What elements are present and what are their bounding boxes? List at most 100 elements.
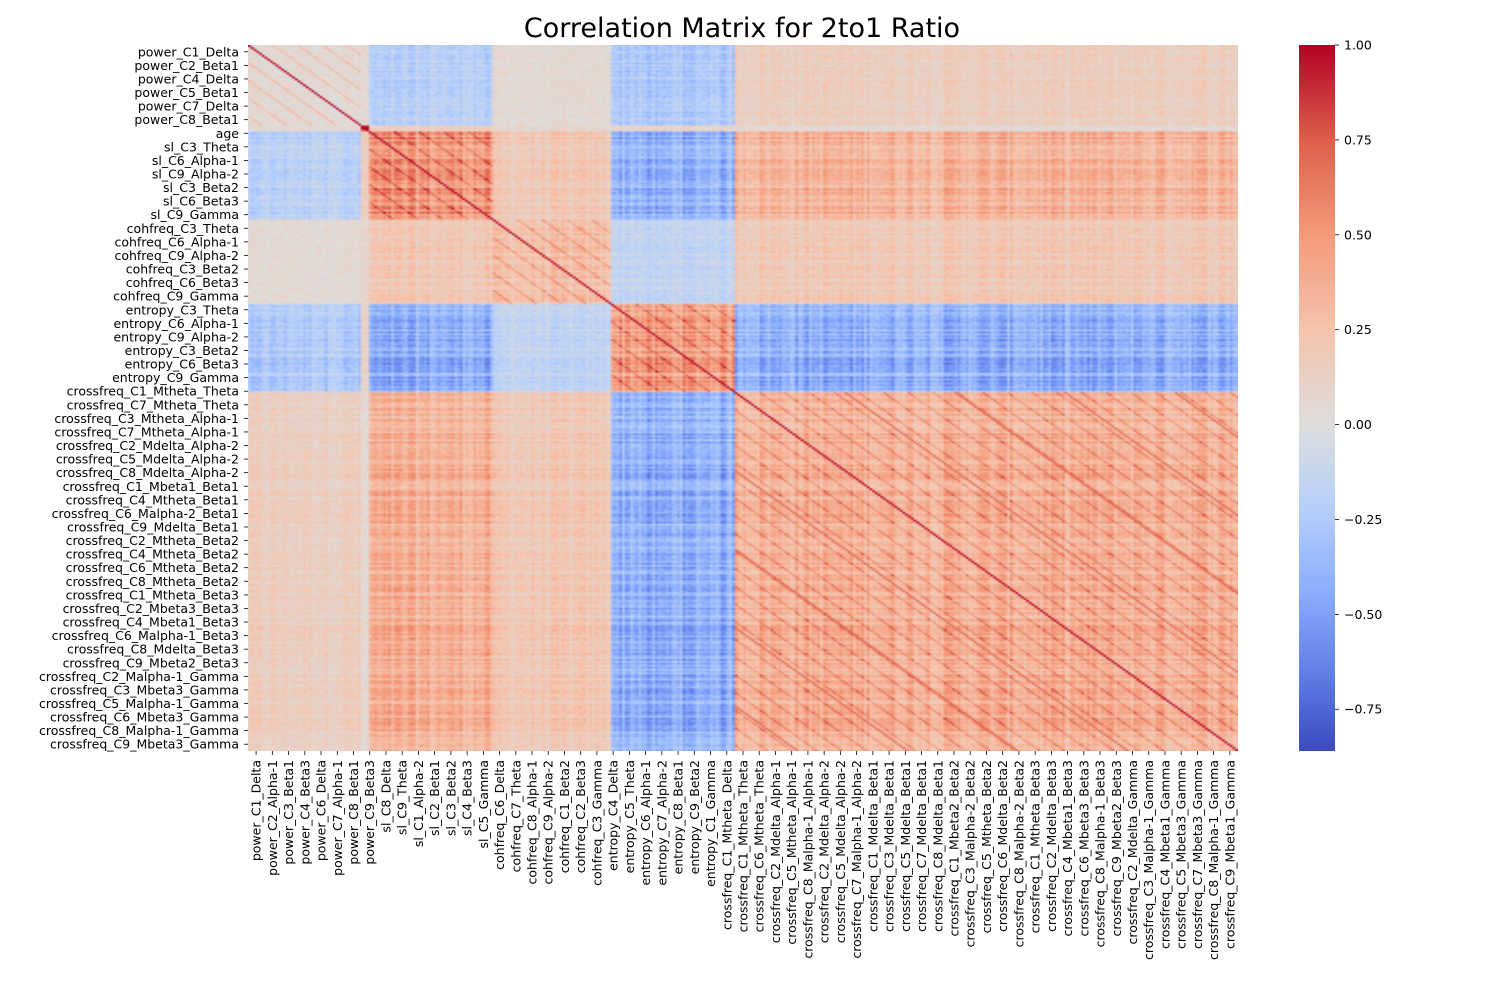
row-tick-label: crossfreq_C2_Mbeta3_Beta3 [63, 601, 239, 616]
col-tick-label: crossfreq_C7_Mdelta_Beta1 [914, 760, 929, 932]
row-tick-label: crossfreq_C8_Mdelta_Alpha-2 [56, 465, 239, 480]
row-tick-label: age [216, 126, 240, 141]
col-tick-label: sl_C9_Theta [395, 760, 410, 835]
col-tick-label: power_C9_Beta3 [362, 760, 377, 865]
row-tick-label: entropy_C6_Beta3 [125, 357, 239, 372]
row-tick-label: crossfreq_C6_Malpha-1_Beta3 [52, 628, 239, 643]
col-tick-label: power_C8_Beta1 [346, 760, 361, 865]
col-tick-label: crossfreq_C7_Mbeta3_Gamma [1190, 760, 1205, 949]
col-tick-label: entropy_C7_Alpha-2 [654, 760, 669, 886]
col-tick-label: crossfreq_C9_Mbeta2_Beta3 [1109, 760, 1124, 936]
col-tick-label: crossfreq_C5_Mtheta_Alpha-1 [784, 760, 799, 945]
row-tick-label: crossfreq_C6_Mtheta_Beta2 [66, 560, 239, 575]
row-tick-label: cohfreq_C9_Gamma [113, 289, 239, 304]
col-tick-label: entropy_C6_Alpha-1 [638, 760, 653, 886]
row-tick-label: cohfreq_C3_Beta2 [126, 262, 239, 277]
col-tick-label: crossfreq_C5_Mbeta3_Gamma [1174, 760, 1189, 949]
row-tick-label: crossfreq_C3_Mbeta3_Gamma [50, 682, 239, 697]
col-tick-label: sl_C8_Delta [378, 760, 393, 833]
col-tick-label: entropy_C4_Delta [606, 760, 621, 871]
row-tick-label: sl_C6_Alpha-1 [152, 153, 239, 168]
row-tick-label: crossfreq_C3_Mtheta_Alpha-1 [54, 411, 239, 426]
row-tick-label: crossfreq_C1_Mtheta_Beta3 [66, 587, 239, 602]
col-tick-label: cohfreq_C6_Delta [492, 760, 507, 870]
col-tick-label: cohfreq_C9_Alpha-2 [541, 760, 556, 885]
col-tick-label: power_C4_Beta3 [297, 760, 312, 865]
row-tick-label: cohfreq_C6_Beta3 [126, 275, 239, 290]
row-tick-label: crossfreq_C2_Mtheta_Beta2 [66, 533, 239, 548]
row-tick-label: cohfreq_C6_Alpha-1 [114, 234, 239, 249]
row-tick-label: sl_C6_Beta3 [163, 194, 239, 209]
col-tick-label: crossfreq_C5_Mdelta_Beta1 [898, 760, 913, 932]
chart-title: Correlation Matrix for 2to1 Ratio [524, 13, 960, 44]
row-tick-label: crossfreq_C8_Malpha-1_Gamma [39, 723, 239, 738]
col-tick-label: sl_C3_Beta2 [443, 760, 458, 836]
col-tick-label: crossfreq_C4_Mbeta1_Gamma [1157, 760, 1172, 949]
col-tick-label: power_C7_Alpha-1 [330, 760, 345, 876]
heatmap [248, 45, 1238, 751]
colorbar-ticks: 1.00 0.75 0.50 0.25 0.00 −0.25 −0.50 −0.75 [1335, 38, 1382, 717]
col-tick-label: crossfreq_C8_Malpha-2_Beta2 [1011, 760, 1026, 947]
row-tick-label: crossfreq_C9_Mbeta2_Beta3 [63, 655, 239, 670]
col-tick-label: crossfreq_C8_Malpha-1_Beta3 [1093, 760, 1108, 947]
row-tick-label: crossfreq_C8_Mtheta_Beta2 [66, 574, 239, 589]
col-tick-label: power_C2_Alpha-1 [265, 760, 280, 876]
row-tick-label: crossfreq_C2_Mdelta_Alpha-2 [56, 438, 239, 453]
col-ticks: power_C1_Delta power_C2_Alpha-1 power_C3_B… [249, 751, 1237, 960]
col-tick-label: crossfreq_C3_Malpha-2_Beta2 [963, 760, 978, 947]
row-tick-label: crossfreq_C4_Mtheta_Beta1 [66, 492, 239, 507]
col-tick-label: crossfreq_C8_Malpha-1_Alpha-1 [800, 760, 815, 959]
row-tick-label: sl_C3_Theta [164, 139, 239, 154]
row-tick-label: crossfreq_C9_Mdelta_Beta1 [67, 519, 239, 534]
colorbar-tick-label: 1.00 [1344, 38, 1372, 53]
row-tick-label: power_C4_Delta [138, 71, 239, 86]
row-tick-label: crossfreq_C7_Mtheta_Alpha-1 [54, 424, 239, 439]
col-tick-label: crossfreq_C2_Mdelta_Gamma [1125, 760, 1140, 945]
col-tick-label: crossfreq_C5_Mtheta_Beta2 [979, 760, 994, 933]
col-tick-label: crossfreq_C6_Mdelta_Beta2 [995, 760, 1010, 932]
col-tick-label: sl_C4_Beta3 [460, 760, 475, 836]
col-tick-label: crossfreq_C3_Mdelta_Beta1 [882, 760, 897, 932]
row-ticks: power_C1_Deltapower_C2_Beta1power_C4_Del… [39, 44, 248, 752]
col-tick-label: crossfreq_C8_Mdelta_Beta1 [930, 760, 945, 932]
colorbar-tick-label: −0.25 [1344, 512, 1382, 527]
col-tick-label: crossfreq_C4_Mbeta1_Beta3 [1060, 760, 1075, 936]
row-tick-label: crossfreq_C6_Malpha-2_Beta1 [52, 506, 239, 521]
row-tick-label: crossfreq_C5_Malpha-1_Gamma [39, 696, 239, 711]
col-tick-label: cohfreq_C2_Beta3 [573, 760, 588, 873]
col-tick-label: cohfreq_C7_Theta [508, 760, 523, 872]
col-tick-label: cohfreq_C8_Alpha-1 [525, 760, 540, 885]
col-tick-label: power_C3_Beta1 [281, 760, 296, 865]
row-tick-label: entropy_C3_Theta [126, 302, 239, 317]
row-tick-label: power_C8_Beta1 [134, 112, 239, 127]
row-tick-label: crossfreq_C6_Mbeta3_Gamma [50, 710, 239, 725]
col-tick-label: crossfreq_C5_Mdelta_Alpha-2 [833, 760, 848, 943]
row-tick-label: power_C7_Delta [138, 99, 239, 114]
row-tick-label: sl_C9_Gamma [150, 207, 239, 222]
row-tick-label: crossfreq_C9_Mbeta3_Gamma [50, 737, 239, 752]
col-tick-label: cohfreq_C1_Beta2 [557, 760, 572, 873]
col-tick-label: crossfreq_C2_Mdelta_Beta3 [1044, 760, 1059, 932]
col-tick-label: crossfreq_C2_Mdelta_Alpha-2 [817, 760, 832, 943]
col-tick-label: crossfreq_C8_Malpha-1_Gamma [1206, 760, 1221, 960]
row-tick-label: entropy_C9_Gamma [112, 370, 239, 385]
col-tick-label: crossfreq_C6_Mtheta_Theta [752, 760, 767, 932]
row-tick-label: crossfreq_C1_Mbeta1_Beta1 [63, 479, 239, 494]
col-tick-label: crossfreq_C1_Mbeta2_Beta2 [946, 760, 961, 936]
colorbar: 1.00 0.75 0.50 0.25 0.00 −0.25 −0.50 −0.75 [1299, 38, 1382, 751]
row-tick-label: cohfreq_C3_Theta [127, 221, 239, 236]
col-tick-label: sl_C5_Gamma [476, 760, 491, 849]
row-tick-label: crossfreq_C5_Mdelta_Alpha-2 [56, 452, 239, 467]
row-tick-label: crossfreq_C2_Malpha-1_Gamma [39, 669, 239, 684]
col-tick-label: power_C1_Delta [249, 760, 264, 861]
row-tick-label: power_C2_Beta1 [134, 58, 239, 73]
col-tick-label: entropy_C9_Beta2 [687, 760, 702, 874]
col-tick-label: entropy_C1_Gamma [703, 760, 718, 887]
col-tick-label: entropy_C8_Beta1 [671, 760, 686, 874]
col-tick-label: crossfreq_C7_Malpha-1_Alpha-2 [849, 760, 864, 959]
col-tick-label: crossfreq_C1_Mtheta_Beta3 [1028, 760, 1043, 933]
row-tick-label: sl_C9_Alpha-2 [152, 166, 239, 181]
col-tick-label: sl_C1_Alpha-2 [411, 760, 426, 847]
row-tick-label: power_C1_Delta [138, 44, 239, 59]
col-tick-label: crossfreq_C1_Mtheta_Delta [719, 760, 734, 930]
